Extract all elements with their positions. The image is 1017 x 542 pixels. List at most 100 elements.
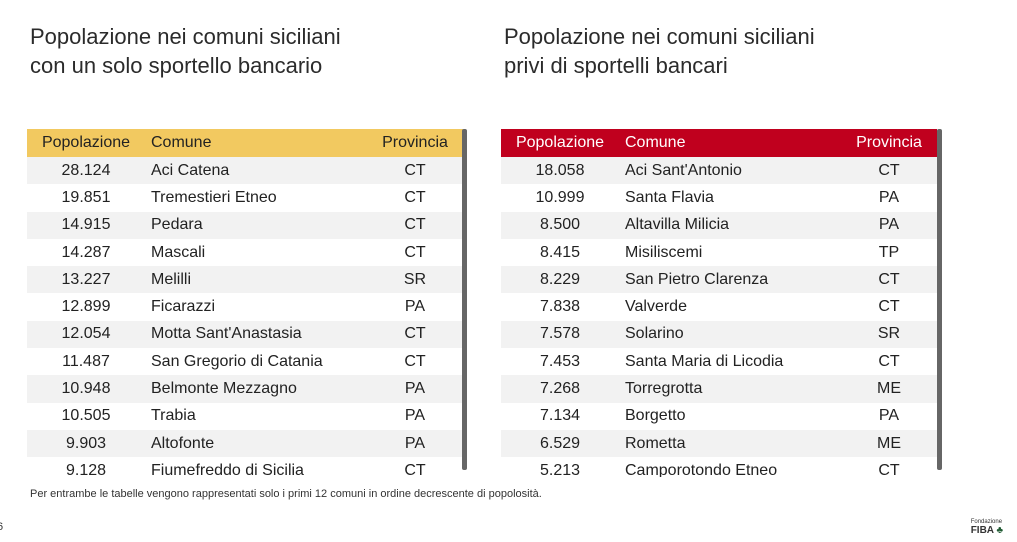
provincia-cell: PA <box>878 407 900 425</box>
table-header: Popolazione Comune Provincia <box>501 129 937 157</box>
population-cell: 7.453 <box>539 352 581 370</box>
provincia-cell: CT <box>404 352 426 370</box>
fiba-logo: Fondazione FIBA ♣ <box>971 519 1003 536</box>
table-row: 5.213 Camporotondo Etneo CT <box>501 457 937 477</box>
table-row: 7.134 Borgetto PA <box>501 403 937 430</box>
comune-cell: Pedara <box>151 216 203 234</box>
right-title: Popolazione nei comuni siciliani privi di… <box>504 22 815 80</box>
provincia-cell: PA <box>404 298 426 316</box>
population-cell: 7.578 <box>539 325 581 343</box>
population-cell: 10.505 <box>61 407 111 425</box>
table-row: 19.851 Tremestieri Etneo CT <box>27 184 463 211</box>
table-row: 6.529 Rometta ME <box>501 429 937 458</box>
comune-cell: Fiumefreddo di Sicilia <box>151 461 304 477</box>
title-line: con un solo sportello bancario <box>30 53 323 78</box>
population-cell: 28.124 <box>61 161 111 179</box>
right-table-scrollbar[interactable] <box>937 129 942 470</box>
population-cell: 14.915 <box>61 216 111 234</box>
comune-cell: Rometta <box>625 434 686 452</box>
population-cell: 5.213 <box>539 461 581 477</box>
population-cell: 11.487 <box>62 352 110 370</box>
no-branch-table: Popolazione Comune Provincia 18.058 Aci Sant… <box>501 129 937 477</box>
single-branch-table: Popolazione Comune Provincia 28.124 Aci Cate… <box>27 129 463 477</box>
comune-cell: Tremestieri Etneo <box>151 188 277 206</box>
table-row: 28.124 Aci Catena CT <box>27 157 463 185</box>
table-row: 7.453 Santa Maria di Licodia CT <box>501 348 937 375</box>
comune-cell: Camporotondo Etneo <box>625 461 778 477</box>
population-cell: 19.851 <box>61 188 111 206</box>
provincia-cell: ME <box>877 434 901 452</box>
title-line: privi di sportelli bancari <box>504 53 728 78</box>
table-row: 9.903 Altofonte PA <box>27 429 463 458</box>
table-row: 12.054 Motta Sant'Anastasia CT <box>27 320 463 349</box>
provincia-cell: PA <box>878 188 900 206</box>
left-title: Popolazione nei comuni siciliani con un s… <box>30 22 341 80</box>
table-row: 8.229 San Pietro Clarenza CT <box>501 266 937 294</box>
provincia-cell: CT <box>404 161 426 179</box>
population-cell: 12.899 <box>61 298 111 316</box>
comune-cell: Motta Sant'Anastasia <box>151 325 302 343</box>
comune-cell: Aci Catena <box>151 161 230 179</box>
provincia-cell: CT <box>878 161 900 179</box>
provincia-cell: CT <box>878 298 900 316</box>
column-header: Comune <box>625 134 686 151</box>
table-row: 8.415 Misiliscemi TP <box>501 239 937 266</box>
table-row: 8.500 Altavilla Milicia PA <box>501 211 937 239</box>
population-cell: 8.415 <box>539 243 581 261</box>
population-cell: 7.838 <box>539 298 581 316</box>
comune-cell: Solarino <box>625 325 684 343</box>
title-line: Popolazione nei comuni siciliani <box>504 24 815 49</box>
provincia-cell: TP <box>878 243 900 261</box>
population-cell: 10.948 <box>61 380 111 398</box>
provincia-cell: PA <box>404 380 426 398</box>
provincia-cell: CT <box>878 461 900 477</box>
comune-cell: Ficarazzi <box>151 298 216 316</box>
population-cell: 18.058 <box>535 161 585 179</box>
comune-cell: Torregrotta <box>625 380 703 398</box>
provincia-cell: CT <box>878 270 900 288</box>
table-row: 13.227 Melilli SR <box>27 266 463 294</box>
comune-cell: Aci Sant'Antonio <box>625 161 742 179</box>
population-cell: 12.054 <box>61 325 111 343</box>
provincia-cell: CT <box>878 352 900 370</box>
table-row: 10.505 Trabia PA <box>27 403 463 430</box>
table-row: 7.268 Torregrotta ME <box>501 375 937 403</box>
comune-cell: Borgetto <box>625 407 686 425</box>
comune-cell: Melilli <box>151 270 191 288</box>
population-cell: 7.268 <box>539 380 581 398</box>
comune-cell: Santa Maria di Licodia <box>625 352 784 370</box>
provincia-cell: CT <box>404 325 426 343</box>
population-cell: 6.529 <box>539 434 581 452</box>
population-cell: 7.134 <box>539 407 581 425</box>
column-header: Provincia <box>856 134 922 151</box>
comune-cell: Belmonte Mezzagno <box>151 380 297 398</box>
comune-cell: Valverde <box>625 298 687 316</box>
population-cell: 9.903 <box>65 434 107 452</box>
table-row: 18.058 Aci Sant'Antonio CT <box>501 157 937 185</box>
provincia-cell: CT <box>404 188 426 206</box>
comune-cell: Altavilla Milicia <box>625 216 730 234</box>
population-cell: 9.128 <box>65 461 107 477</box>
population-cell: 8.500 <box>539 216 581 234</box>
population-cell: 13.227 <box>61 270 111 288</box>
footnote: Per entrambe le tabelle vengono rapprese… <box>30 488 542 500</box>
table-row: 9.128 Fiumefreddo di Sicilia CT <box>27 457 463 477</box>
tree-icon: ♣ <box>996 525 1003 536</box>
left-table-scrollbar[interactable] <box>462 129 467 470</box>
provincia-cell: PA <box>878 216 900 234</box>
comune-cell: San Pietro Clarenza <box>625 270 769 288</box>
comune-cell: Altofonte <box>151 434 215 452</box>
logo-line1: Fondazione <box>970 519 1003 525</box>
comune-cell: Santa Flavia <box>625 188 714 206</box>
table-row: 14.915 Pedara CT <box>27 211 463 239</box>
column-header: Popolazione <box>515 134 605 151</box>
table-row: 7.838 Valverde CT <box>501 293 937 320</box>
table-row: 14.287 Mascali CT <box>27 239 463 266</box>
provincia-cell: CT <box>404 216 426 234</box>
logo-line2: FIBA <box>970 525 994 536</box>
page-number: 6 <box>0 521 4 533</box>
column-header: Popolazione <box>41 134 131 151</box>
comune-cell: Misiliscemi <box>625 243 703 261</box>
table-row: 11.487 San Gregorio di Catania CT <box>27 348 463 375</box>
provincia-cell: SR <box>403 270 427 288</box>
